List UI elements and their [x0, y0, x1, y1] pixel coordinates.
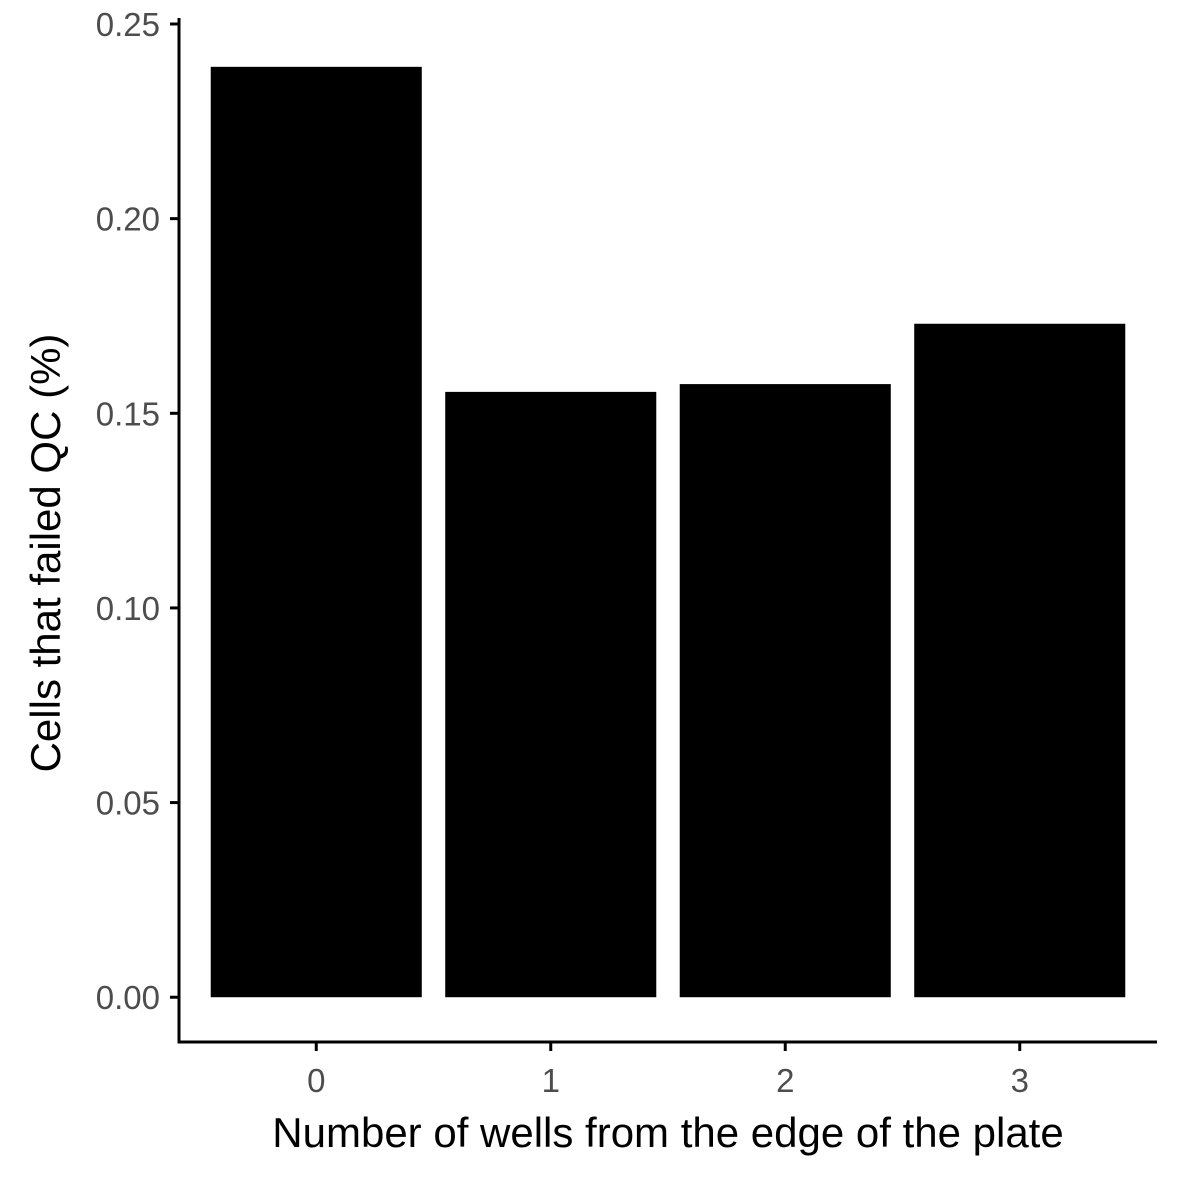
y-axis-ticks: 0.00 0.05 0.10 0.15 0.20 0.25: [96, 6, 179, 1016]
y-axis-title: Cells that failed QC (%): [22, 334, 69, 773]
x-tick-label: 1: [542, 1062, 560, 1099]
bar-1: [445, 391, 657, 998]
bar-3: [914, 323, 1126, 998]
x-tick-label: 2: [776, 1062, 794, 1099]
y-tick-label: 0.10: [96, 590, 160, 627]
y-tick-label: 0.20: [96, 201, 160, 238]
y-tick-label: 0.25: [96, 6, 160, 43]
y-tick-label: 0.00: [96, 979, 160, 1016]
bar-2: [679, 384, 891, 998]
x-axis-ticks: 0 1 2 3: [307, 1042, 1029, 1099]
y-tick-label: 0.05: [96, 785, 160, 822]
bars-group: [210, 66, 1126, 998]
bar-0: [210, 66, 422, 998]
x-tick-label: 0: [307, 1062, 325, 1099]
x-axis-title: Number of wells from the edge of the pla…: [272, 1109, 1063, 1156]
x-tick-label: 3: [1011, 1062, 1029, 1099]
y-tick-label: 0.15: [96, 395, 160, 432]
